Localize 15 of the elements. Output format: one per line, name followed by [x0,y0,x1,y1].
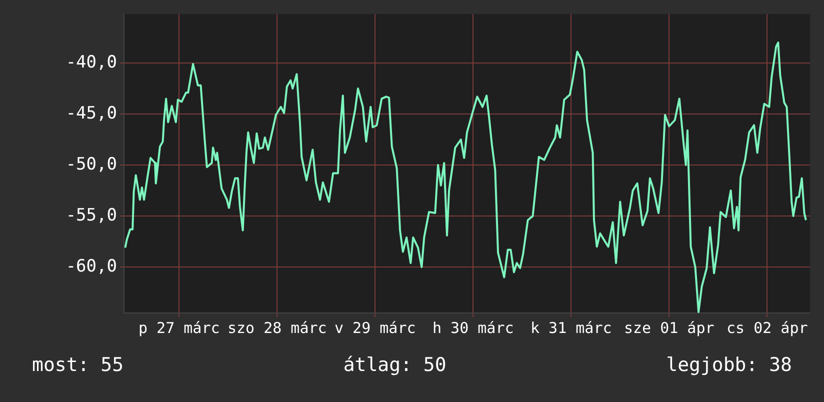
text: most: 55 [32,354,124,376]
x-tick-label: k 31 márc [530,318,612,337]
y-tick-label: -45,0 [66,103,117,124]
x-tick-label: v 29 márc [334,318,416,337]
x-tick-label: p 27 márc [138,318,220,337]
x-tick-label: h 30 márc [432,318,514,337]
y-tick-label: -50,0 [66,154,117,174]
text: átlag: 50 [343,354,446,376]
y-tick-label: -60,0 [66,256,117,276]
y-tick-label: -40,0 [66,52,117,72]
text: legjobb: 38 [666,354,792,376]
x-tick-label: cs 02 ápr [726,318,808,337]
y-tick-label: -55,0 [66,205,117,226]
x-tick-label: szo 28 márc [227,318,327,337]
x-tick-label: sze 01 ápr [624,318,714,337]
